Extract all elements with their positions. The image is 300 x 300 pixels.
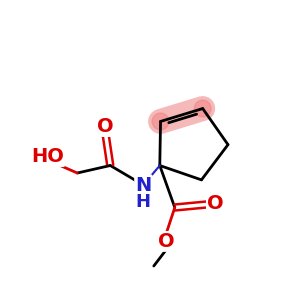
Text: O: O xyxy=(207,194,224,212)
Circle shape xyxy=(152,113,169,130)
Text: N: N xyxy=(135,176,152,194)
Text: O: O xyxy=(158,232,175,251)
Circle shape xyxy=(194,100,211,117)
Text: HO: HO xyxy=(31,147,64,166)
Text: O: O xyxy=(98,117,114,136)
Text: H: H xyxy=(136,193,151,211)
